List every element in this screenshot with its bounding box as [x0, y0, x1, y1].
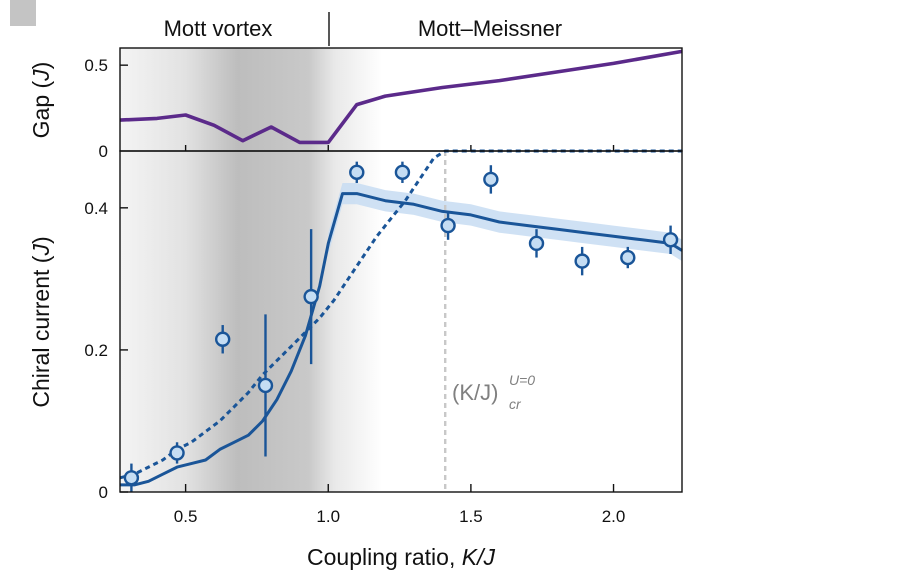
crossover-shade-top	[120, 48, 382, 151]
data-point	[440, 217, 456, 234]
y-tick-label: 0	[99, 483, 108, 502]
axis-ticks: 0.5 1.0 1.5 2.0 0 0.2 0.4 0.5 0	[84, 56, 625, 526]
x-axis-title: Coupling ratio, K/J	[307, 544, 495, 570]
data-point	[303, 288, 319, 305]
x-tick-label: 1.5	[459, 507, 483, 526]
x-tick-label: 1.0	[316, 507, 340, 526]
critical-ratio-annotation: (K/J)	[452, 380, 498, 405]
data-point	[349, 164, 365, 181]
bottom-y-axis-title: Chiral current (J)	[28, 236, 54, 407]
top-y-axis-title: Gap (J)	[28, 62, 54, 139]
top-y-tick-label-zero: 0	[99, 142, 108, 161]
critical-ratio-subscript: cr	[509, 396, 522, 412]
gap-series	[119, 49, 683, 145]
phase-label-mott-vortex: Mott vortex	[164, 16, 273, 41]
y-tick-label: 0.2	[84, 341, 108, 360]
x-tick-label: 2.0	[602, 507, 626, 526]
chiral-series	[119, 149, 683, 487]
critical-ratio-superscript: U=0	[509, 372, 535, 388]
bottom-panel-frame	[119, 150, 683, 493]
chiral-dashed-line	[119, 149, 682, 480]
data-point	[483, 171, 499, 188]
data-point	[215, 331, 231, 347]
data-point	[620, 249, 636, 266]
chiral-solid-line	[120, 192, 683, 487]
data-point	[123, 470, 140, 486]
data-point	[257, 377, 274, 394]
data-point	[528, 235, 545, 252]
x-tick-label: 0.5	[174, 507, 198, 526]
top-y-tick-label: 0.5	[84, 56, 108, 75]
y-tick-label: 0.4	[84, 199, 108, 218]
data-point	[169, 445, 185, 461]
phase-label-mott-meissner: Mott–Meissner	[418, 16, 562, 41]
data-point	[662, 232, 679, 248]
measured-points	[123, 161, 679, 492]
data-point	[574, 253, 590, 269]
data-point	[394, 164, 411, 181]
panel-corner-square	[10, 0, 36, 26]
gap-line-0	[119, 49, 683, 145]
